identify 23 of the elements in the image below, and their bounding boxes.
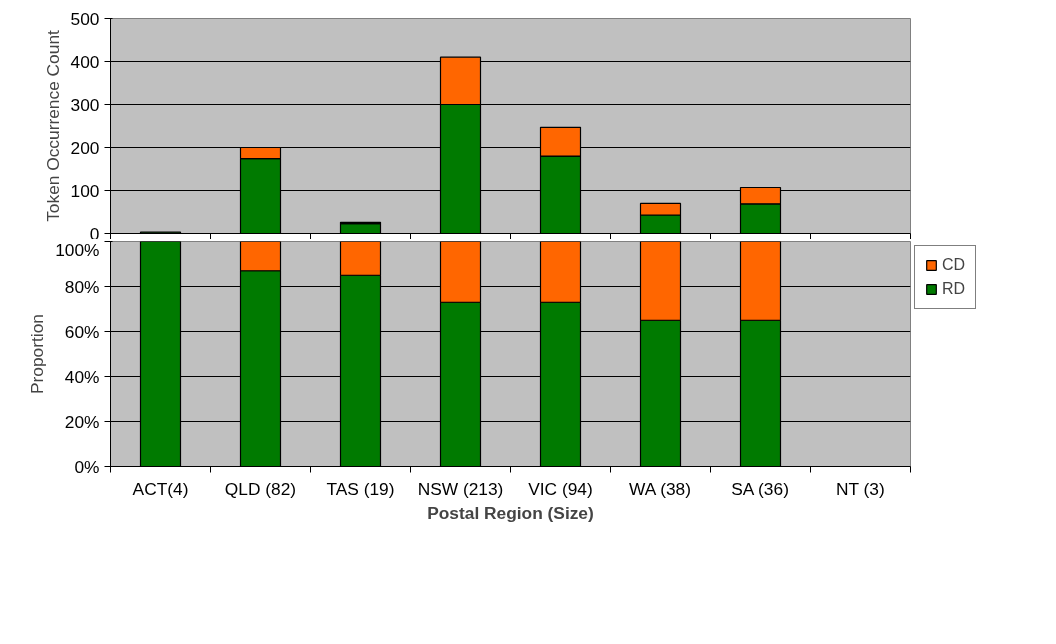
x-tick-label: NSW (213) — [417, 478, 504, 499]
y-tick-label: 300 — [70, 94, 100, 115]
y-axis-title: Proportion — [27, 314, 48, 394]
x-tick-label: VIC (94) — [528, 478, 593, 499]
y-tick-label: 20% — [64, 411, 100, 432]
x-tick-label: QLD (82) — [224, 478, 297, 499]
x-tick-label: NT (3) — [835, 478, 885, 499]
y-tick-label: 100 — [70, 180, 100, 201]
y-tick-label: 500 — [70, 8, 100, 29]
legend-label: RD — [942, 280, 966, 298]
y-axis-title: Token Occurrence Count — [42, 29, 63, 222]
x-tick-label: SA (36) — [731, 478, 789, 499]
x-tick-label: TAS (19) — [326, 478, 395, 499]
y-tick-label: 40% — [64, 366, 100, 387]
x-tick-label: WA (38) — [629, 478, 691, 499]
legend-label: CD — [942, 256, 966, 274]
y-tick-label: 200 — [70, 137, 100, 158]
y-tick-label: 400 — [70, 51, 100, 72]
y-tick-label: 60% — [64, 321, 100, 342]
x-tick-label: ACT(4) — [132, 478, 189, 499]
y-tick-label: 80% — [64, 276, 100, 297]
y-tick-label: 0% — [74, 456, 100, 477]
x-axis-title: Postal Region (Size) — [427, 502, 594, 523]
